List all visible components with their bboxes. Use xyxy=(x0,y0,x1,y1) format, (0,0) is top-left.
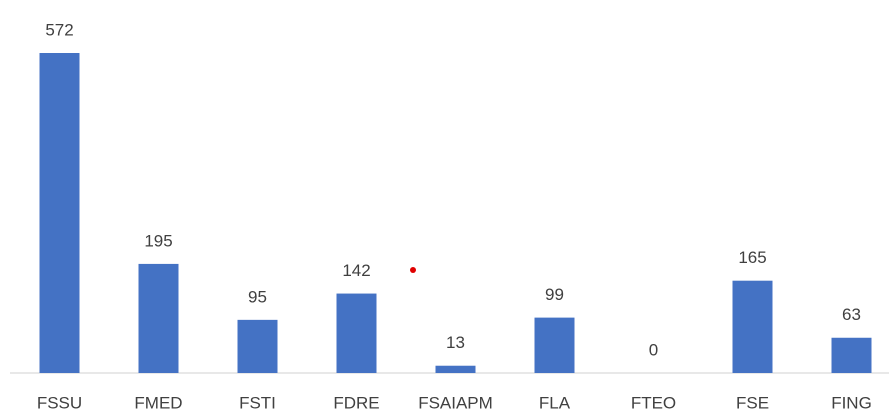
data-label: 165 xyxy=(738,248,766,267)
data-label: 0 xyxy=(649,340,658,359)
bar xyxy=(237,319,278,373)
x-tick-label: FTEO xyxy=(631,393,676,412)
bar xyxy=(534,317,575,373)
x-tick-label: FLA xyxy=(539,393,571,412)
x-tick-label: FING xyxy=(831,393,872,412)
data-label: 13 xyxy=(446,333,465,352)
data-label: 572 xyxy=(45,20,73,39)
x-tick-label: FSSU xyxy=(37,393,82,412)
data-label: 142 xyxy=(342,261,370,280)
data-label: 99 xyxy=(545,285,564,304)
data-label: 63 xyxy=(842,305,861,324)
bar xyxy=(435,365,476,373)
x-tick-label: FDRE xyxy=(333,393,379,412)
bar xyxy=(138,263,179,373)
x-tick-label: FSE xyxy=(736,393,769,412)
bar xyxy=(831,337,872,373)
bar xyxy=(39,53,80,373)
bar xyxy=(732,280,773,373)
x-tick-label: FSAIAPM xyxy=(418,393,493,412)
dot xyxy=(410,267,416,273)
data-label: 195 xyxy=(144,231,172,250)
data-label: 95 xyxy=(248,287,267,306)
x-tick-label: FMED xyxy=(134,393,182,412)
bar xyxy=(336,293,377,373)
x-tick-label: FSTI xyxy=(239,393,276,412)
